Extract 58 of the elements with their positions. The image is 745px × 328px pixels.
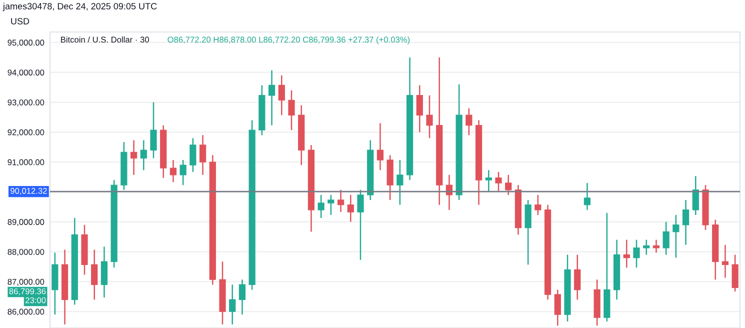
candlestick (416, 84, 423, 133)
candlestick (268, 70, 276, 126)
y-tick-label: 87,000.00 (8, 278, 44, 286)
y-tick-label: 88,000.00 (8, 248, 44, 256)
candlestick (328, 194, 334, 216)
candlestick (170, 159, 177, 183)
candlestick (662, 221, 670, 256)
candlestick (229, 284, 236, 326)
y-tick-label: 95,000.00 (8, 40, 44, 47)
y-tick-label: 86,000.00 (8, 308, 44, 316)
candlestick (524, 199, 532, 266)
text: james30478, Dec 24, 2025 09:05 UTC (2, 2, 157, 12)
candlestick (199, 134, 206, 176)
candlestick (682, 199, 690, 246)
candlestick (347, 194, 354, 222)
candlestick (652, 239, 660, 254)
candlestick (643, 239, 650, 256)
candlestick (584, 182, 591, 211)
y-axis-title: USD (11, 18, 30, 24)
candlestick (91, 249, 98, 300)
candlestick (495, 171, 502, 193)
candlestick (574, 254, 581, 300)
candlestick (722, 244, 729, 278)
chart-subtitle: O86,772.20 H86,878.00 L86,772.20 C86,799.36 +27.37 (+0.03%) (168, 36, 410, 44)
y-tick-label: 94,000.00 (8, 70, 44, 76)
candlestick (180, 159, 186, 186)
candlestick (130, 140, 138, 176)
ref-line-label: 90,012.32 (10, 188, 47, 195)
candlestick (672, 214, 680, 258)
candlestick (534, 194, 542, 216)
candlestick (100, 246, 108, 298)
candlestick (288, 90, 295, 131)
candlestick (150, 102, 157, 159)
candlestick (238, 278, 246, 316)
candlestick (633, 239, 640, 268)
y-tick-label: 92,000.00 (8, 129, 44, 136)
candlestick (190, 138, 196, 173)
y-tick-label: 89,000.00 (8, 219, 44, 226)
y-tick-label: 91,000.00 (8, 159, 44, 166)
chart-title: Bitcoin / U.S. Dollar · 30 (61, 36, 149, 43)
candlestick (140, 140, 147, 171)
candlestick (692, 175, 699, 216)
candlestick (554, 289, 561, 326)
candlestick (505, 174, 512, 196)
y-tick-label: 93,000.00 (8, 99, 44, 106)
text: 86,799.36 (9, 288, 46, 296)
candlestick (337, 189, 344, 213)
candlestick (623, 239, 630, 268)
candlestick (466, 108, 472, 136)
candlestick (376, 122, 384, 171)
text: 23:00 (26, 297, 46, 304)
candlestick (357, 189, 364, 260)
candlestick (732, 254, 738, 292)
candlestick (396, 159, 404, 206)
candlestick (426, 94, 433, 139)
candlestick (278, 74, 285, 116)
candlestick (485, 170, 492, 193)
candlestick (318, 194, 324, 219)
